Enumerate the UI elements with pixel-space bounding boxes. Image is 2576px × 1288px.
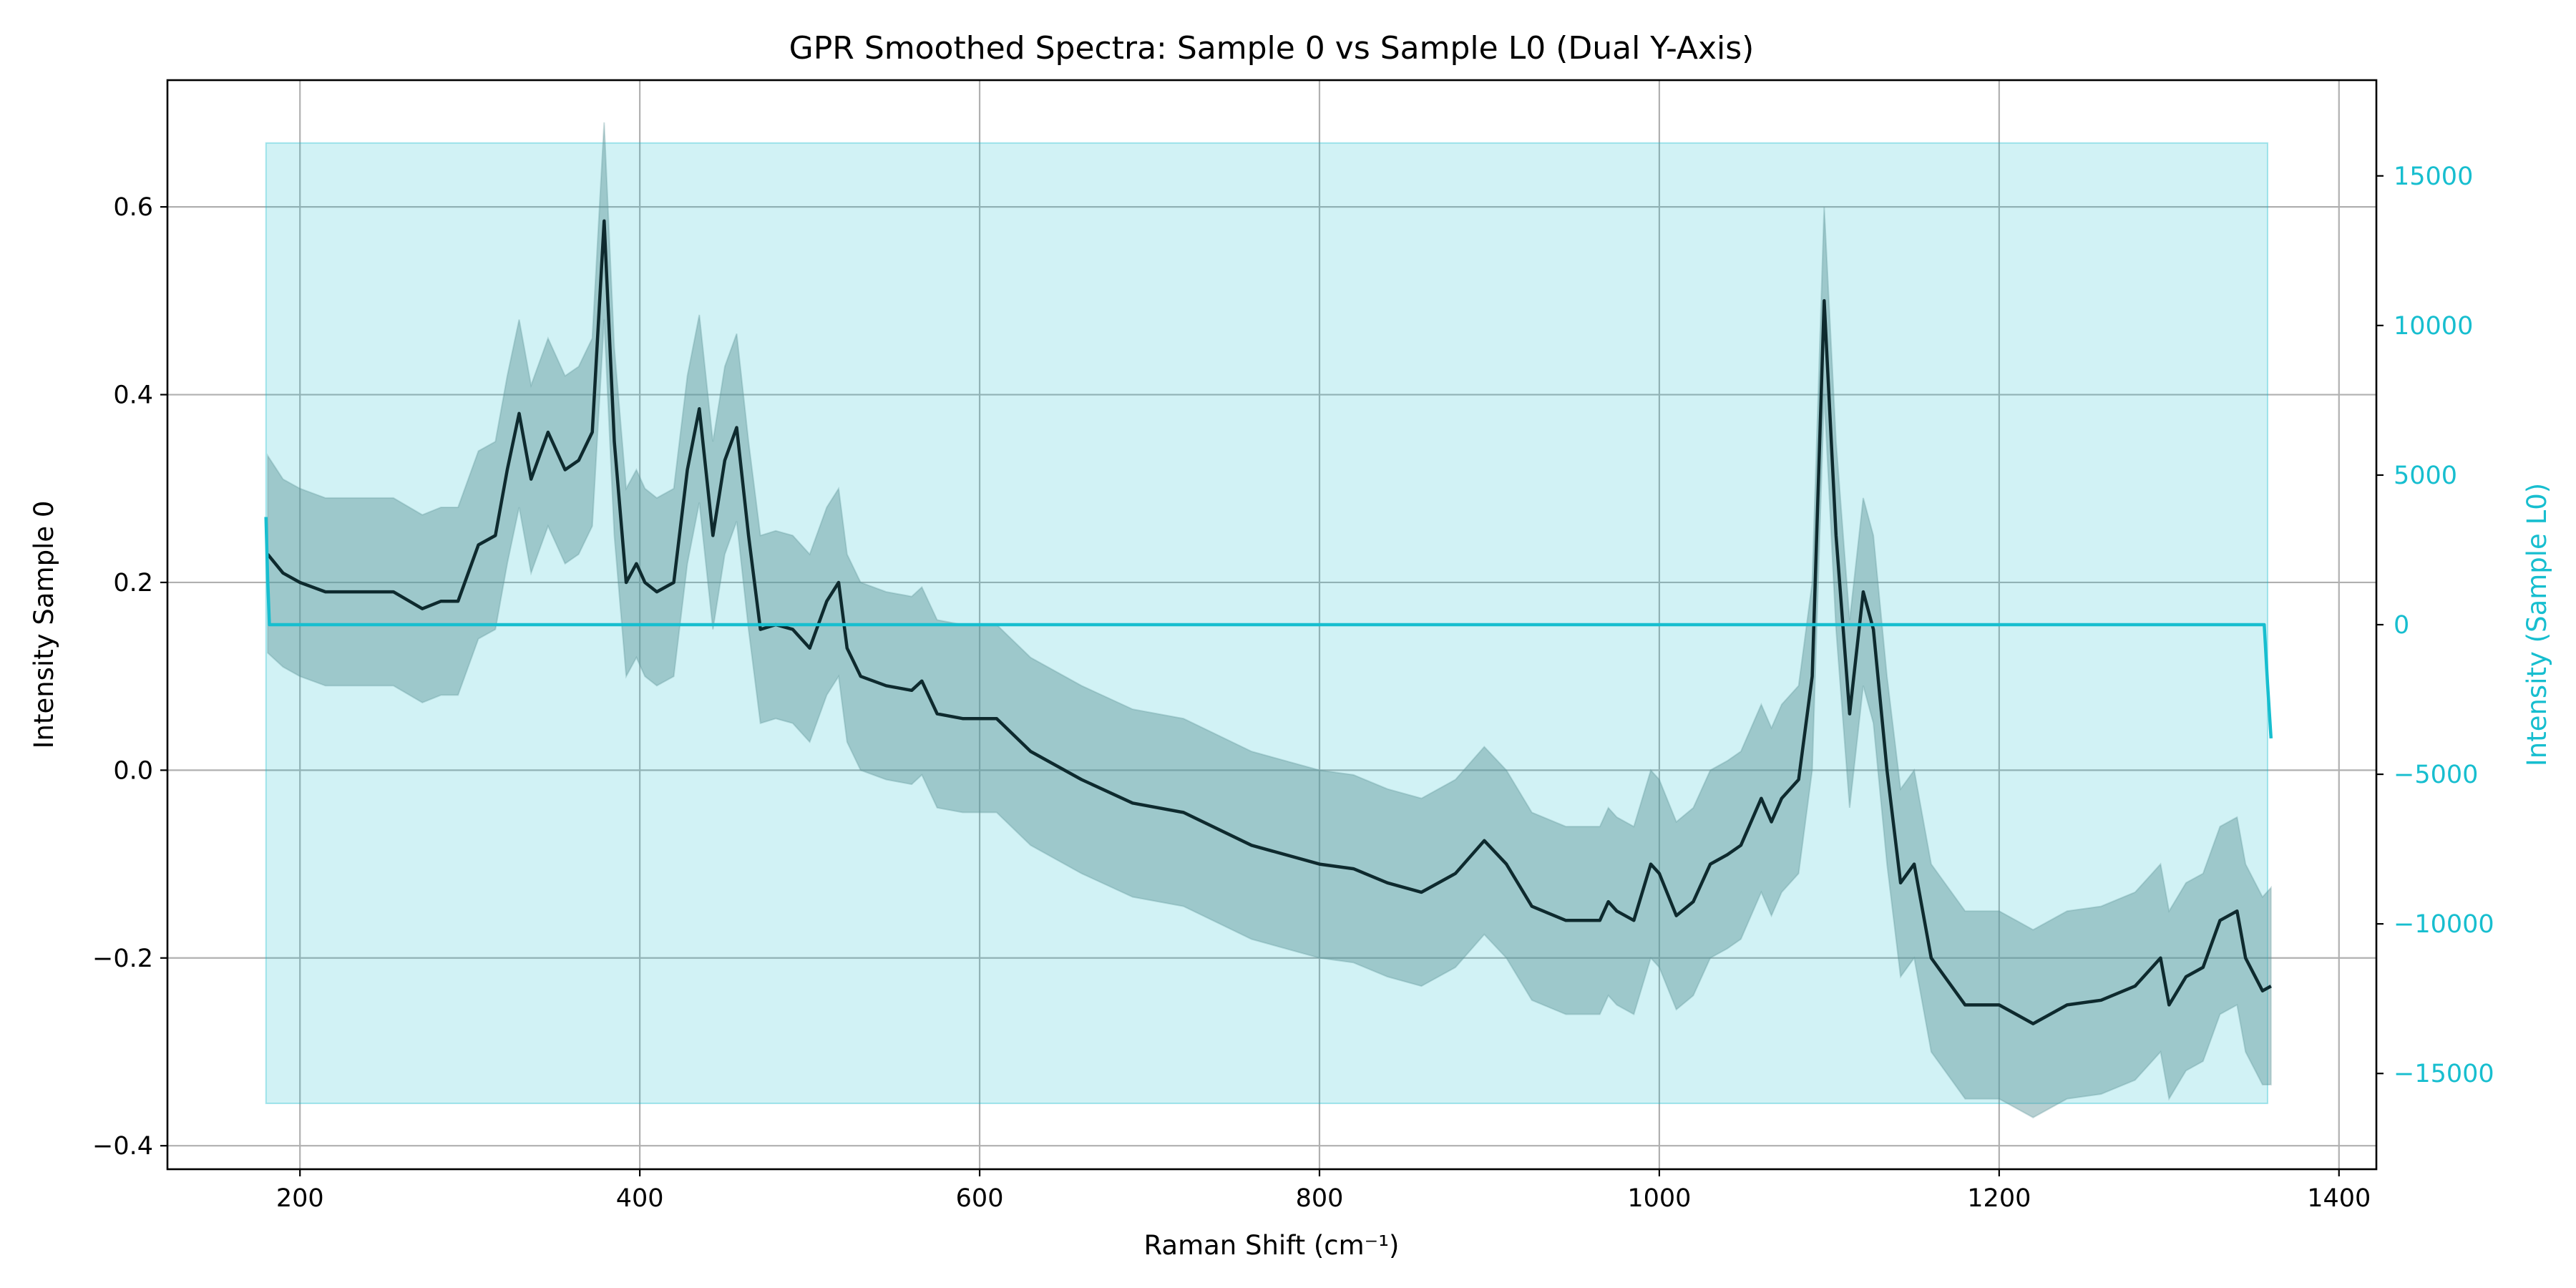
x-tick-label: 600: [956, 1184, 1004, 1213]
x-tick-label: 1200: [1967, 1184, 2031, 1213]
y-left-tick-label: −0.4: [92, 1132, 153, 1161]
x-tick-label: 200: [276, 1184, 324, 1213]
confidence-bands: [265, 122, 2272, 1118]
y-right-tick-label: −10000: [2394, 910, 2494, 939]
y-left-tick-label: 0.6: [113, 193, 153, 222]
y-right-tick-label: 0: [2394, 611, 2409, 640]
y-left-tick-label: 0.2: [113, 569, 153, 597]
y-left-tick-label: −0.2: [92, 945, 153, 973]
x-axis-label: Raman Shift (cm⁻¹): [1144, 1230, 1400, 1261]
x-tick-label: 800: [1296, 1184, 1344, 1213]
sample-0-confidence-band: [267, 122, 2272, 1118]
y-left-tick-label: 0.4: [113, 381, 153, 410]
y-right-tick-label: 10000: [2394, 312, 2473, 341]
y-axis-left-label: Intensity Sample 0: [29, 501, 59, 749]
series-lines: [264, 219, 2273, 1025]
x-tick-label: 400: [616, 1184, 664, 1213]
y-axis-right-label: Intensity (Sample L0): [2522, 483, 2552, 766]
x-tick-label: 1000: [1627, 1184, 1691, 1213]
sample-l0-line: [264, 517, 2273, 739]
y-right-tick-label: −15000: [2394, 1060, 2494, 1088]
y-right-tick-label: 5000: [2394, 462, 2457, 490]
y-right-tick-label: 15000: [2394, 162, 2473, 191]
axis-ticks: 200 400 600 800 1000 1200 1400 −0.4 −0.2 0.0 0.2 0.…: [92, 162, 2494, 1213]
y-right-tick-label: −5000: [2394, 761, 2478, 789]
sample-0-line: [266, 219, 2272, 1025]
chart-title: GPR Smoothed Spectra: Sample 0 vs Sample…: [789, 30, 1755, 67]
x-tick-label: 1400: [2307, 1184, 2371, 1213]
y-left-tick-label: 0.0: [113, 756, 153, 785]
